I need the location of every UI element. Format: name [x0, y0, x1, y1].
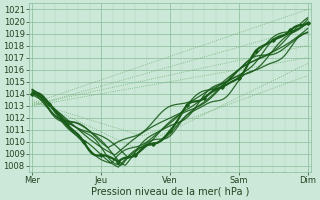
X-axis label: Pression niveau de la mer( hPa ): Pression niveau de la mer( hPa )	[91, 187, 249, 197]
